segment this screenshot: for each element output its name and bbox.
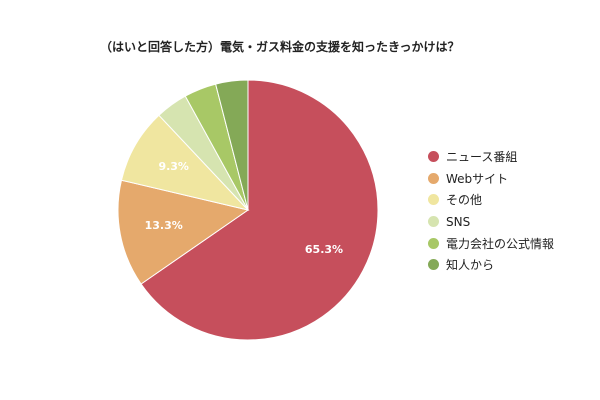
pie-data-label-1: 13.3% <box>145 219 183 232</box>
chart-title: （はいと回答した方）電気・ガス料金の支援を知ったきっかけは？ <box>100 40 460 54</box>
pie-data-label-2: 9.3% <box>158 160 189 173</box>
legend-swatch-2 <box>428 194 439 206</box>
legend-label-3: SNS <box>446 214 471 229</box>
legend-item-2: その他 <box>428 189 554 211</box>
legend-item-4: 電力会社の公式情報 <box>428 232 554 254</box>
pie-data-label-0: 65.3% <box>305 243 343 256</box>
legend: ニュース番組 Webサイト その他 SNS 電力会社の公式情報 知人から <box>428 146 554 276</box>
legend-label-4: 電力会社の公式情報 <box>446 236 555 251</box>
legend-item-5: 知人から <box>428 254 554 276</box>
pie-slice-5 <box>215 79 249 211</box>
pie-slice-0 <box>140 79 379 341</box>
legend-item-1: Webサイト <box>428 168 554 190</box>
legend-swatch-5 <box>428 259 439 271</box>
legend-label-5: 知人から <box>446 258 495 273</box>
legend-swatch-4 <box>428 237 439 249</box>
legend-item-3: SNS <box>428 211 554 233</box>
legend-swatch-3 <box>428 216 439 228</box>
legend-label-1: Webサイト <box>446 171 509 186</box>
legend-swatch-1 <box>428 172 439 184</box>
pie-slice-1 <box>117 179 250 285</box>
legend-item-0: ニュース番組 <box>428 146 554 168</box>
pie-slice-2 <box>120 114 250 211</box>
legend-swatch-0 <box>428 151 439 163</box>
legend-label-0: ニュース番組 <box>446 150 518 165</box>
legend-label-2: その他 <box>446 193 483 208</box>
